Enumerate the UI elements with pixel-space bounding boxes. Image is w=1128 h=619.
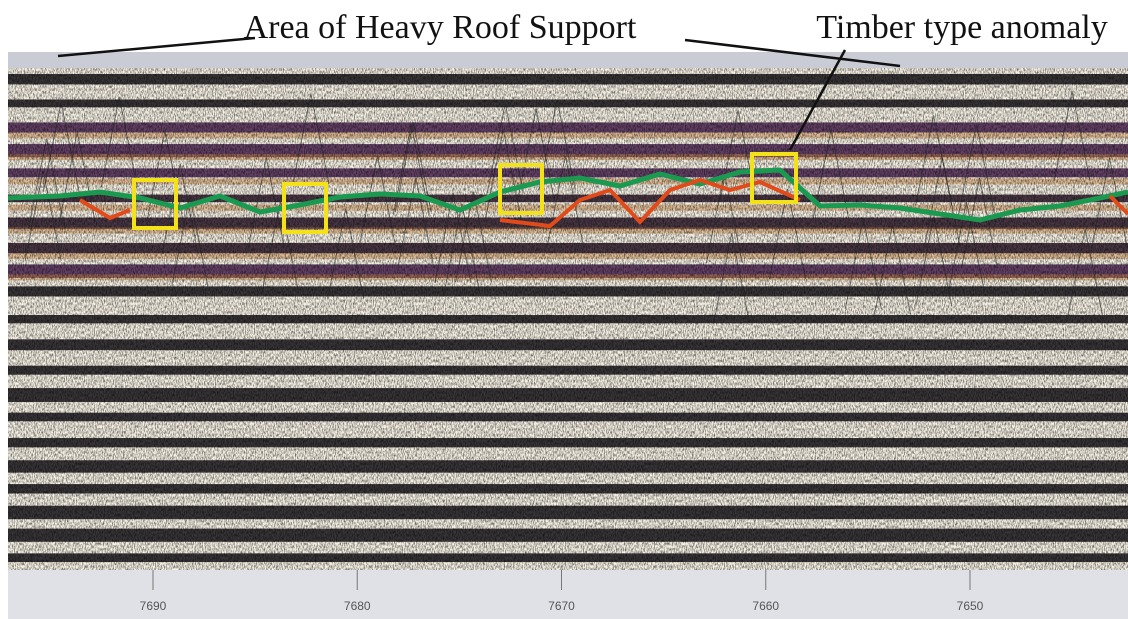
tick-label: 7660: [752, 599, 779, 613]
hyperbola: [443, 203, 481, 294]
hyperbola: [915, 216, 953, 307]
hyperbola: [161, 164, 199, 255]
hyperbola: [394, 122, 432, 213]
pointer-line: [57, 36, 256, 58]
hyperbola: [844, 218, 882, 309]
hyperbola: [247, 157, 285, 248]
hyperbola: [961, 178, 999, 269]
hyperbola: [874, 224, 912, 315]
noise: [8, 68, 1128, 570]
hyperbola: [538, 99, 576, 190]
hyperbola: [915, 115, 953, 206]
hyperbola: [546, 155, 584, 246]
annotation-timber: Timber type anomaly: [816, 9, 1108, 46]
hyperbola: [171, 195, 209, 287]
hyperbola: [261, 201, 299, 292]
anomaly-box: [132, 178, 178, 230]
tick-label: 7680: [344, 599, 371, 613]
tick-label: 7690: [140, 599, 167, 613]
hyperbola: [958, 124, 996, 215]
hyperbola: [713, 233, 751, 324]
hyperbola: [24, 170, 62, 261]
hyperbola: [292, 93, 330, 184]
x-axis: 7690 7680 7670 7660 7650: [140, 570, 984, 613]
green-horizon: [7, 167, 1128, 223]
tick-label: 7670: [548, 599, 575, 613]
hyperbola: [768, 188, 806, 280]
orange-horizon: [78, 177, 1128, 229]
pointer-line: [788, 49, 847, 151]
hyperbola: [42, 102, 80, 193]
overlays: [7, 36, 1128, 234]
hyperbola: [1066, 228, 1104, 320]
header-band: [8, 52, 1128, 68]
radargram: [8, 52, 1128, 570]
pointer-line: [684, 38, 901, 68]
anomaly-box: [282, 182, 328, 234]
hyperbola: [812, 129, 850, 221]
hyperbola: [100, 97, 138, 188]
anomaly-box: [750, 152, 798, 204]
hyperbola: [397, 177, 435, 268]
anomaly-box: [498, 163, 544, 215]
hyperbola: [1053, 90, 1091, 182]
hyperbola: [455, 192, 492, 283]
hyperbola: [327, 208, 365, 299]
hyperbola: [358, 155, 396, 246]
axis-bar: [8, 570, 1128, 619]
tick-label: 7650: [957, 599, 984, 613]
hyperbola: [517, 108, 555, 199]
hyperbola: [434, 192, 472, 283]
hyperbola: [1091, 158, 1128, 249]
hyperbola: [947, 202, 985, 293]
hyperbola: [705, 173, 743, 264]
annotation-roof-support: Area of Heavy Roof Support: [244, 9, 637, 46]
hyperbola: [392, 124, 430, 215]
